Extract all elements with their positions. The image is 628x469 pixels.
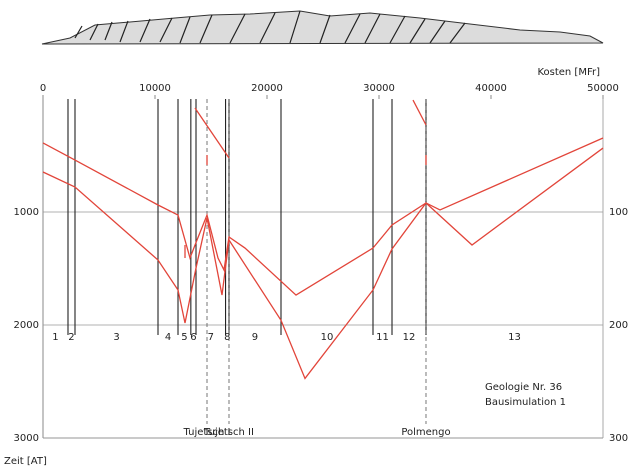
mountain-profile — [41, 10, 604, 45]
section-label: 8 — [224, 332, 230, 343]
section-label: 11 — [376, 332, 389, 343]
section-label: 5 — [181, 332, 187, 343]
series-line — [42, 147, 604, 380]
section-label: 6 — [190, 332, 196, 343]
section-label: 13 — [508, 332, 521, 343]
section-label: 1 — [52, 332, 58, 343]
x-axis-label: Kosten [MFr] — [537, 67, 600, 78]
section-label: 12 — [403, 332, 416, 343]
series-line — [194, 107, 230, 159]
section-label: 4 — [165, 332, 171, 343]
section-label: 3 — [113, 332, 119, 343]
annotation-label: Tujetsch I — [183, 427, 231, 438]
annotation-label: Polmengo — [401, 427, 450, 438]
x-tick-label: 20000 — [251, 83, 283, 94]
x-tick-label: 0 — [40, 83, 46, 94]
y-tick-label: 3000 — [609, 433, 628, 444]
y-tick-label: 1000 — [14, 207, 39, 218]
y-axis-label: Zeit [AT] — [4, 456, 47, 467]
series-line — [42, 137, 604, 296]
y-tick-label: 1000 — [609, 207, 628, 218]
section-label: 7 — [208, 332, 214, 343]
section-label: 10 — [321, 332, 334, 343]
x-tick-label: 50000 — [587, 83, 619, 94]
series-line — [412, 99, 427, 126]
x-tick-label: 40000 — [475, 83, 507, 94]
y-tick-label: 2000 — [14, 320, 39, 331]
x-tick-label: 10000 — [139, 83, 171, 94]
y-tick-label: 2000 — [609, 320, 628, 331]
x-tick-label: 30000 — [363, 83, 395, 94]
section-label: 9 — [252, 332, 258, 343]
note: Bausimulation 1 — [485, 397, 566, 408]
note: Geologie Nr. 36 — [485, 382, 562, 393]
section-label: 2 — [68, 332, 74, 343]
annotation-label: Tujetsch II — [203, 427, 254, 438]
y-tick-label: 3000 — [14, 433, 39, 444]
